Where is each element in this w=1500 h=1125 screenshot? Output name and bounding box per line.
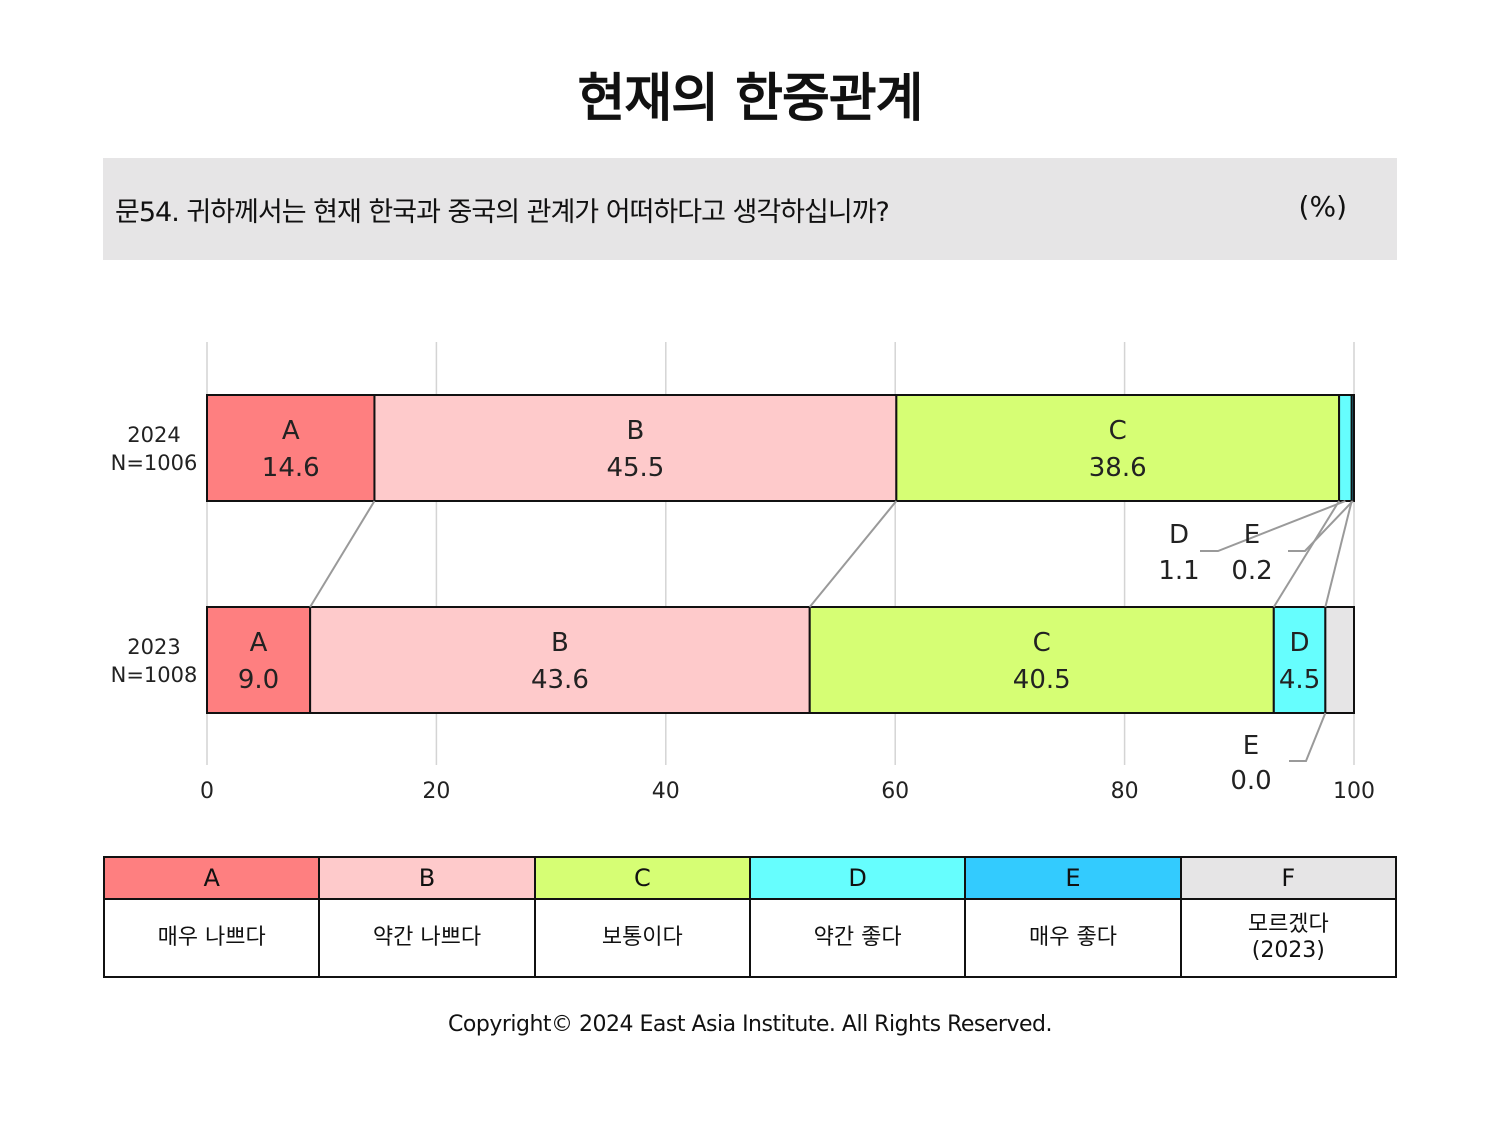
bar-segment-a	[206, 394, 376, 502]
legend-label-b: 약간 나쁘다	[318, 898, 536, 978]
category-n-label: N=1008	[111, 663, 198, 687]
legend-key-a: A	[102, 856, 321, 900]
bar-segment-c	[808, 606, 1275, 714]
bar-segment-c	[895, 394, 1341, 502]
callout-line	[1200, 500, 1346, 552]
category-n-label: N=1006	[111, 451, 198, 475]
segment-key-label: B	[551, 628, 569, 658]
stacked-bar-chart: 0 20 40 60 80 100 2024 N=1006 2023 N=1008 A 14.6 B 45…	[111, 342, 1375, 804]
question-text: 문54. 귀하께서는 현재 한국과 중국의 관계가 어떠하다고 생각하십니까?	[115, 197, 890, 228]
unit-label: (%)	[1298, 190, 1347, 223]
callout-key-label: E	[1243, 731, 1259, 761]
bar-segment-d	[1338, 394, 1353, 502]
connector-line	[808, 500, 898, 608]
callout-key-label: E	[1244, 520, 1260, 550]
legend-key-c: C	[533, 856, 751, 900]
legend-label-e: 매우 좋다	[964, 898, 1182, 978]
segment-key-label: C	[1109, 416, 1127, 446]
segment-key-label: A	[250, 628, 268, 658]
category-year-label: 2023	[127, 635, 180, 659]
x-tick-label: 40	[652, 779, 680, 804]
legend-label-f-text: 모르겠다	[1247, 912, 1329, 937]
bar-segment-f	[1324, 606, 1355, 714]
legend-key-e: E	[964, 856, 1182, 900]
callout-value-label: 1.1	[1158, 556, 1199, 586]
segment-key-label: B	[626, 416, 644, 446]
callout-key-label: D	[1169, 520, 1189, 550]
bar-segment-e	[1350, 394, 1356, 502]
legend-key-f: F	[1179, 856, 1398, 900]
x-tick-label: 80	[1111, 779, 1139, 804]
legend-label-f-subtext: (2023)	[1251, 938, 1325, 963]
callout-value-label: 0.0	[1230, 766, 1271, 796]
data-label: 4.5	[1279, 665, 1320, 695]
bar-segment-d	[1272, 606, 1327, 714]
segment-key-label: A	[282, 416, 300, 446]
connector-line	[309, 500, 376, 608]
legend-label-d: 약간 좋다	[748, 898, 967, 978]
data-label: 38.6	[1089, 453, 1147, 483]
question-box: 문54. 귀하께서는 현재 한국과 중국의 관계가 어떠하다고 생각하십니까? …	[103, 158, 1397, 260]
data-label: 14.6	[262, 453, 320, 483]
segment-key-label: C	[1033, 628, 1051, 658]
category-year-label: 2024	[127, 423, 180, 447]
data-label: 9.0	[238, 665, 279, 695]
data-label: 40.5	[1013, 665, 1071, 695]
data-label: 43.6	[531, 665, 589, 695]
data-label: 45.5	[606, 453, 664, 483]
x-tick-label: 100	[1333, 779, 1375, 804]
bar-segment-a	[206, 606, 312, 714]
connector-line	[1272, 500, 1340, 608]
legend-table: A B C D E F 매우 나쁘다 약간 나쁘다 보통이다 약간 좋다 매우 …	[102, 856, 1398, 978]
legend-label-a: 매우 나쁘다	[102, 898, 321, 978]
page-title: 현재의 한중관계	[577, 69, 924, 129]
legend-key-d: D	[748, 856, 967, 900]
connector-line	[1324, 500, 1353, 608]
x-tick-label: 60	[881, 779, 909, 804]
legend-label-c: 보통이다	[533, 898, 751, 978]
legend-label-f: 모르겠다 (2023)	[1179, 898, 1398, 978]
callout-value-label: 0.2	[1231, 556, 1272, 586]
bar-segment-b	[309, 606, 811, 714]
x-tick-label: 0	[200, 779, 214, 804]
copyright-notice: Copyright© 2024 East Asia Institute. All…	[448, 1012, 1052, 1037]
x-tick-label: 20	[422, 779, 450, 804]
legend-key-b: B	[318, 856, 536, 900]
callout-line	[1289, 712, 1327, 762]
segment-key-label: D	[1290, 628, 1310, 658]
bar-segment-b	[373, 394, 898, 502]
callout-line	[1288, 500, 1354, 552]
